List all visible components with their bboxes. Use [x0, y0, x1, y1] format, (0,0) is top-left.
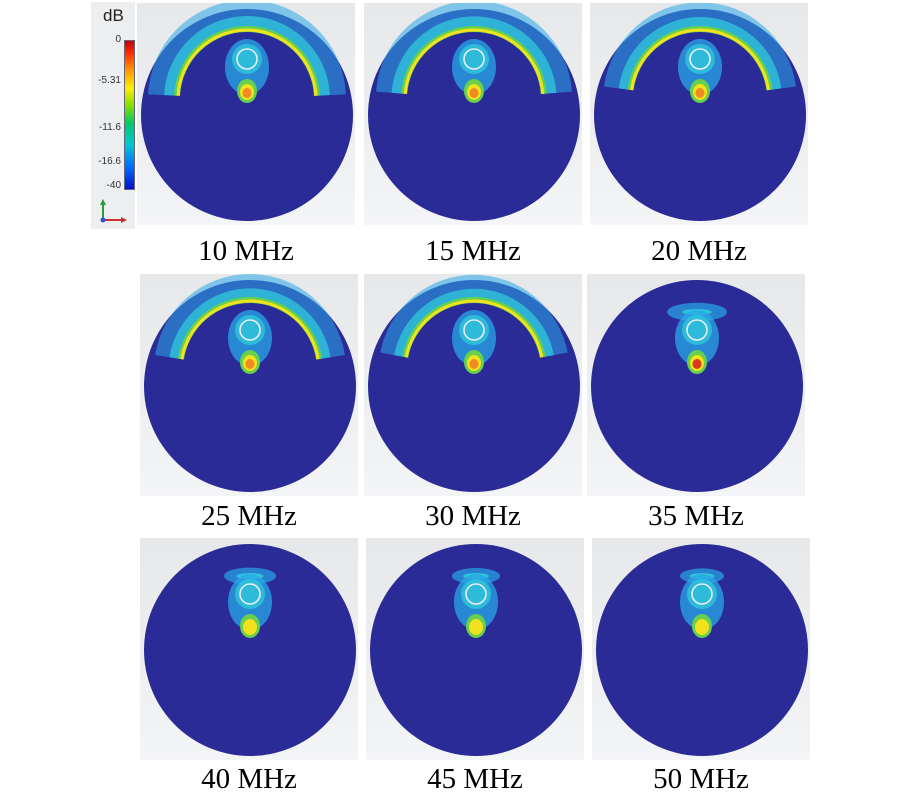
hotspot-mid [469, 619, 483, 635]
field-disk [594, 9, 806, 221]
field-arc-peak [404, 299, 544, 358]
field-disk [144, 280, 356, 492]
field-arc-mid [169, 288, 331, 360]
panel-caption: 15 MHz [425, 235, 521, 267]
hotspot-core [695, 88, 705, 98]
field-arc-outer [148, 3, 346, 97]
colorbar-tick: 0 [115, 34, 121, 45]
field-map-panel-40mhz [140, 538, 358, 760]
hotspot-core [469, 359, 479, 369]
field-map-panel-30mhz [364, 274, 582, 496]
probe-ring [465, 583, 487, 605]
hotspot-core [692, 359, 702, 369]
hotspot-core [469, 88, 479, 98]
field-disk [144, 544, 356, 756]
field-map-panel-15mhz [364, 3, 582, 225]
field-disk [141, 9, 353, 221]
panel-caption: 50 MHz [653, 763, 749, 795]
field-disk [596, 544, 808, 756]
field-map-panel-25mhz [140, 274, 358, 496]
panel-caption: 10 MHz [198, 235, 294, 267]
hotspot-mid [695, 619, 709, 635]
probe-ring [686, 319, 708, 341]
field-map-plot [368, 3, 580, 221]
probe-ring [239, 319, 261, 341]
colorbar-tick: -11.6 [98, 122, 121, 133]
field-disk [370, 544, 582, 756]
probe-ring [239, 583, 261, 605]
probe-ring [236, 48, 258, 70]
field-disk [591, 280, 803, 492]
field-disk [368, 280, 580, 492]
field-arc-outer [376, 3, 572, 95]
field-disk [368, 9, 580, 221]
field-arc-mid [164, 16, 330, 96]
hotspot-core [242, 88, 252, 98]
colorbar-gradient [124, 40, 135, 190]
probe-ring [463, 48, 485, 70]
field-map-panel-45mhz [366, 538, 584, 760]
field-arc-mid [391, 16, 557, 94]
panel-caption: 40 MHz [201, 763, 297, 795]
colorbar-legend: dB 0 -5.31 -11.6 -16.6 -40 [91, 2, 135, 229]
colorbar-tick: -5.31 [98, 75, 121, 86]
field-arc-outer [604, 3, 796, 91]
field-map-plot [141, 3, 353, 221]
field-map-plot [370, 544, 582, 756]
colorbar-tick: -16.6 [98, 156, 121, 167]
panel-caption: 30 MHz [425, 500, 521, 532]
panel-caption: 45 MHz [427, 763, 523, 795]
field-arc-peak [403, 28, 545, 94]
field-arc-mid [394, 288, 554, 358]
panel-caption: 35 MHz [648, 500, 744, 532]
probe-ring [689, 48, 711, 70]
field-map-plot [596, 544, 808, 756]
field-arc-peak [180, 299, 320, 360]
field-arc-outer [380, 274, 568, 357]
field-arc-mid [618, 17, 782, 91]
field-map-panel-10mhz [137, 3, 355, 225]
field-map-plot [591, 280, 803, 492]
hotspot-mid [243, 619, 257, 635]
field-map-plot [144, 274, 356, 492]
colorbar-tick: -40 [106, 180, 121, 191]
field-arc-peak [176, 28, 318, 96]
hotspot-core [245, 359, 255, 369]
field-map-plot [144, 544, 356, 756]
field-map-panel-50mhz [592, 538, 810, 760]
field-arc-outer [155, 274, 345, 360]
probe-ring [691, 583, 713, 605]
probe-ring [463, 319, 485, 341]
colorbar-unit: dB [103, 6, 124, 25]
panel-caption: 25 MHz [201, 500, 297, 532]
field-arc-peak [630, 28, 770, 91]
axes-triad-icon [100, 199, 127, 223]
field-map-plot [594, 3, 806, 221]
field-map-panel-35mhz [587, 274, 805, 496]
field-map-plot [368, 274, 580, 492]
field-map-panel-20mhz [590, 3, 808, 225]
panel-caption: 20 MHz [651, 235, 747, 267]
